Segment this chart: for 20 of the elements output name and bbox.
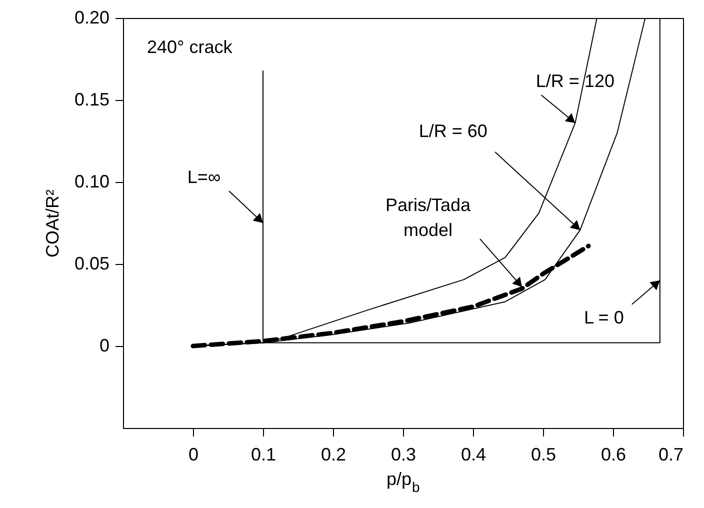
annotation: 240° crack bbox=[147, 37, 234, 57]
y-tick-label: 0 bbox=[99, 336, 110, 356]
annotation: Paris/Tada model bbox=[385, 194, 472, 240]
annotation: L=∞ bbox=[187, 167, 221, 187]
x-tick-label: 0.6 bbox=[600, 444, 626, 464]
x-tick-label: 0.7 bbox=[658, 444, 684, 464]
x-tick-label: 0.3 bbox=[390, 444, 416, 464]
y-axis-title: COAt/R² bbox=[42, 189, 62, 258]
x-tick-label: 0.2 bbox=[320, 444, 346, 464]
x-tick-label: 0.1 bbox=[250, 444, 276, 464]
annotation: L/R = 120 bbox=[536, 70, 614, 91]
annotation: L/R = 60 bbox=[418, 121, 488, 142]
y-tick-label: 0.05 bbox=[74, 254, 110, 274]
x-tick-label: 0 bbox=[188, 444, 199, 464]
x-tick-label: 0.4 bbox=[460, 444, 486, 464]
annotation: L = 0 bbox=[584, 307, 624, 328]
y-tick-label: 0.15 bbox=[74, 90, 110, 110]
y-tick-label: 0.20 bbox=[74, 8, 110, 28]
y-tick-label: 0.10 bbox=[74, 172, 110, 192]
x-tick-label: 0.5 bbox=[530, 444, 556, 464]
